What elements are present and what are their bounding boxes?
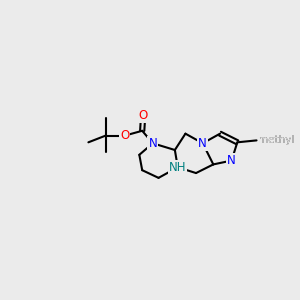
Text: methyl: methyl: [263, 140, 268, 141]
Text: methyl: methyl: [259, 135, 295, 146]
Text: NH: NH: [169, 161, 187, 174]
Text: N: N: [148, 137, 157, 150]
Text: methyl: methyl: [259, 135, 295, 146]
Text: N: N: [198, 137, 207, 150]
Text: O: O: [120, 129, 130, 142]
Text: O: O: [139, 109, 148, 122]
Text: N: N: [227, 154, 236, 167]
